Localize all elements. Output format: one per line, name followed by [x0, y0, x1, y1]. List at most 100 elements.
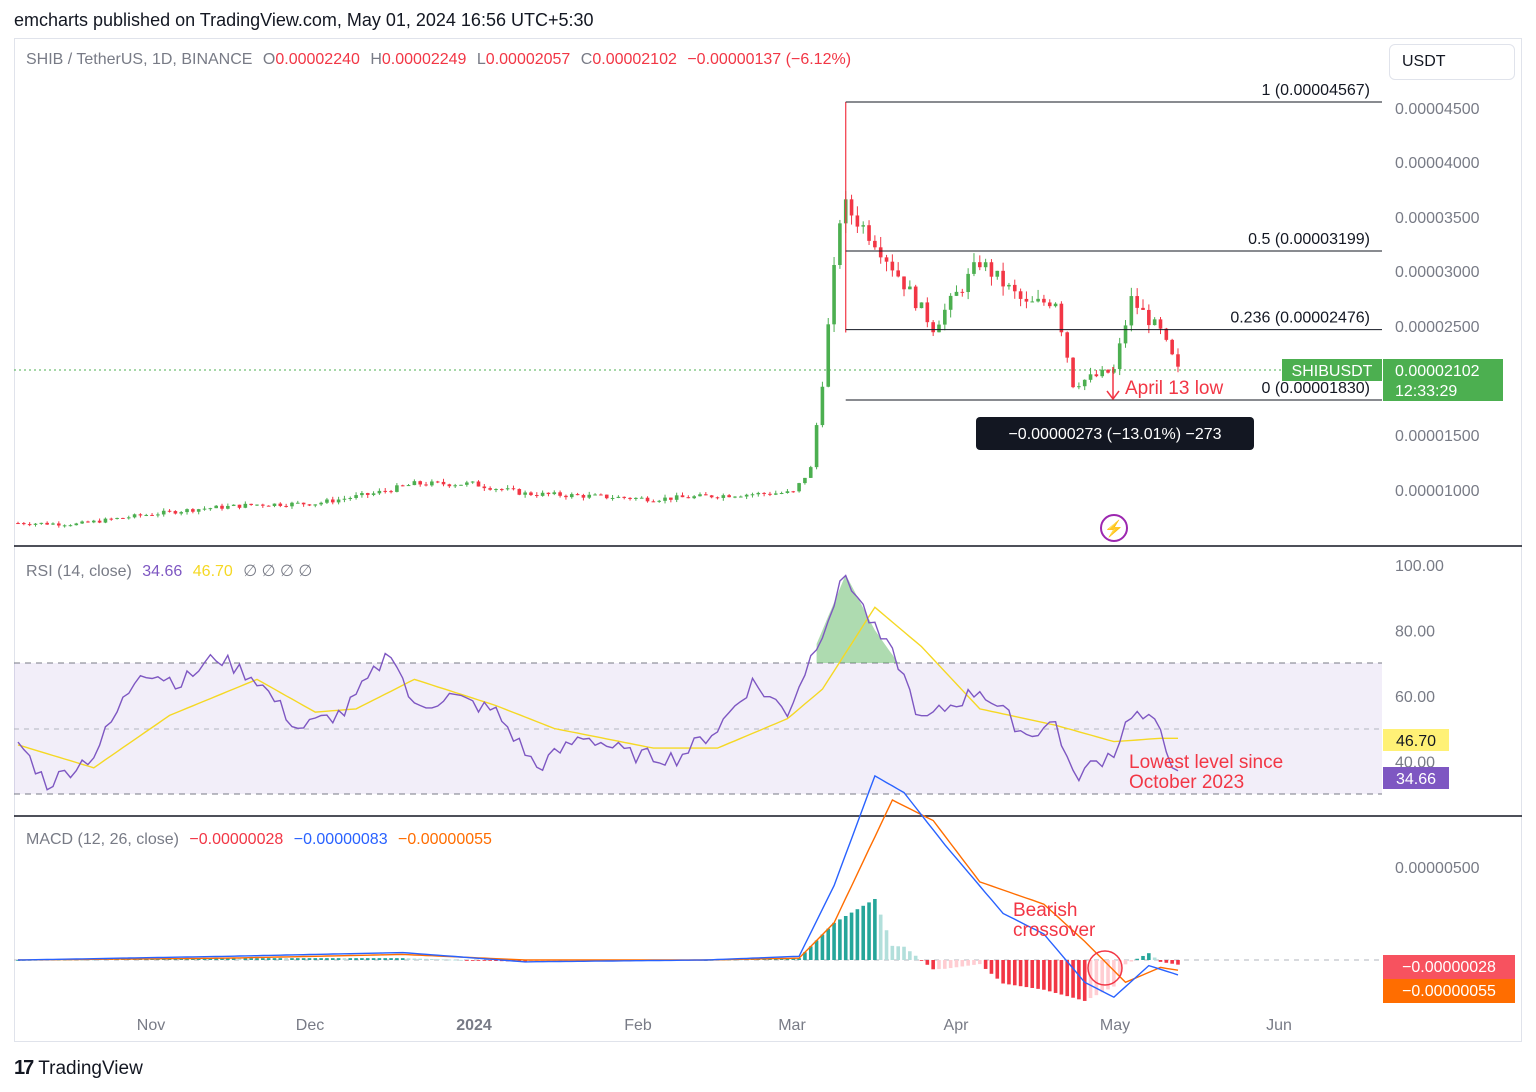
candle-body [365, 493, 370, 495]
measure-text: −0.00000273 (−13.01%) −273 [1008, 426, 1221, 443]
candle-body [325, 499, 329, 503]
candle-body [278, 503, 283, 506]
candle-body [313, 504, 318, 506]
macd-histogram-bar [482, 960, 487, 961]
macd-histogram-bar [1112, 960, 1116, 987]
macd-histogram-bar [1018, 960, 1023, 987]
fib-level-label: 0 (0.00001830) [1261, 380, 1370, 397]
macd-histogram-bar [1059, 960, 1064, 995]
currency-selector[interactable]: USDT [1389, 44, 1515, 80]
macd-legend-value: −0.00000083 [293, 831, 388, 848]
fibonacci-levels: 1 (0.00004567) 0.5 (0.00003199) 0.236 (0.0… [845, 82, 1382, 401]
macd-histogram-bar [494, 960, 498, 961]
candle-body [867, 225, 871, 241]
candle-body [208, 508, 213, 510]
candle-body [616, 496, 621, 498]
macd-histogram-bar [1088, 960, 1093, 999]
macd-histogram-bar [16, 960, 20, 961]
macd-histogram-bar [325, 958, 329, 960]
macd-histogram-bar [849, 912, 854, 960]
macd-histogram-bar [534, 960, 539, 962]
macd-histogram-bar [1030, 960, 1035, 988]
tradingview-wordmark: TradingView [38, 1057, 143, 1079]
macd-histogram-bar [972, 960, 976, 965]
macd-histogram-bar [1071, 960, 1075, 998]
candle-body [132, 514, 137, 518]
candle-body [191, 509, 195, 512]
macd-note-line1: Bearish [1013, 900, 1077, 921]
candle-body [202, 508, 207, 510]
macd-histogram-bar [913, 955, 918, 960]
rsi-legend-label: RSI (14, close) [26, 563, 132, 580]
candle-body [319, 502, 323, 505]
macd-axis: 0.00000500 [1395, 860, 1480, 877]
candle-body [744, 494, 749, 497]
symbol-badge [1282, 359, 1382, 381]
candle-body [22, 523, 26, 525]
macd-histogram-bar [1158, 960, 1163, 962]
candle-body [943, 309, 947, 325]
candle-body [156, 514, 160, 516]
candle-body [534, 495, 539, 497]
candle-body [931, 322, 935, 333]
candle-body [803, 477, 807, 484]
candle-body [16, 523, 20, 525]
candle-body [231, 504, 236, 506]
candle-body [639, 497, 644, 499]
price-tick-label: 0.00004500 [1395, 101, 1480, 118]
chart-frame[interactable] [14, 38, 1522, 1042]
candle-body [68, 525, 73, 527]
macd-histogram-bar [284, 958, 288, 960]
candle-body [587, 494, 592, 498]
candle-body [546, 492, 551, 495]
candle-body [185, 509, 189, 513]
candle-body [540, 492, 545, 496]
macd-histogram-bar [383, 958, 388, 960]
macd-histogram-bar [896, 946, 900, 960]
candle-body [27, 524, 32, 526]
candle-body [39, 522, 44, 524]
candles [16, 102, 1180, 528]
candle-body [686, 497, 691, 499]
candle-body [1141, 307, 1145, 310]
candle-body [674, 495, 679, 500]
candle-body [336, 499, 341, 503]
macd-histogram-bar [1170, 960, 1174, 964]
macd-histogram-bar [465, 960, 469, 961]
macd-histogram-bar [406, 958, 411, 960]
candle-body [692, 496, 696, 499]
macd-histogram-bar [826, 928, 831, 960]
macd-histogram-bar [354, 958, 358, 960]
macd-histogram-bar [558, 960, 562, 962]
candle-body [86, 521, 90, 523]
macd-hist-legend-value: −0.00000028 [189, 831, 284, 848]
candle-body [412, 481, 417, 486]
candle-body [954, 291, 959, 296]
candle-body [1147, 309, 1151, 326]
candle-body [989, 262, 994, 277]
macd-histogram-bar [1100, 960, 1105, 993]
price-tick-label: 0.00001500 [1395, 428, 1480, 445]
candle-body [750, 494, 755, 496]
candle-body [727, 495, 731, 498]
macd-histogram-bar [476, 960, 481, 961]
macd-histogram-bar [412, 958, 417, 960]
candle-body [878, 247, 883, 258]
tradingview-logo[interactable]: 17 TradingView [14, 1057, 143, 1080]
candle-body [272, 503, 277, 507]
macd-histogram-bar [389, 958, 393, 960]
macd-histogram-bar [948, 960, 953, 969]
macd-histogram-bar [832, 922, 836, 960]
macd-tick-label: 0.00000500 [1395, 860, 1480, 877]
rsi-ma-line [17, 606, 1178, 769]
candle-body [511, 488, 516, 490]
candle-body [470, 481, 475, 483]
candle-body [494, 489, 498, 491]
price-tick-label: 0.00003500 [1395, 210, 1480, 227]
candle-body [173, 511, 178, 514]
candle-body [226, 505, 230, 509]
candle-body [447, 484, 452, 487]
candle-body [1007, 284, 1011, 287]
macd-histogram-bar [529, 960, 533, 962]
